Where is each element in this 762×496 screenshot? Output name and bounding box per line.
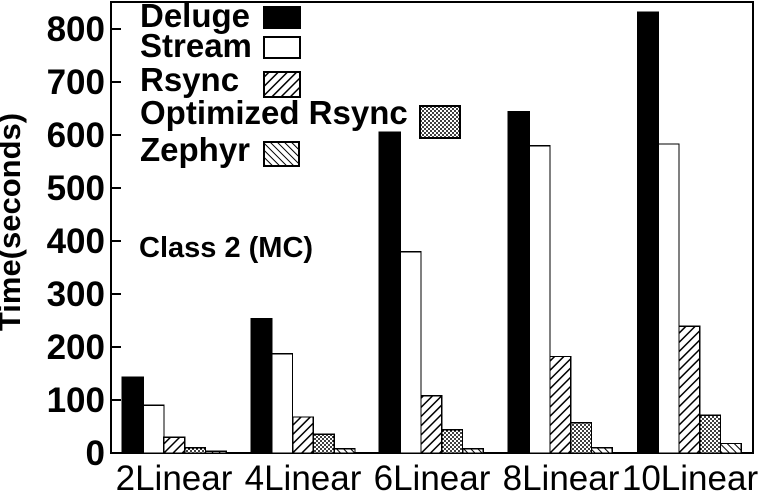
svg-text:2Linear: 2Linear bbox=[116, 459, 233, 496]
svg-text:Class 2 (MC): Class 2 (MC) bbox=[139, 232, 313, 264]
svg-text:8Linear: 8Linear bbox=[503, 459, 620, 496]
svg-text:4Linear: 4Linear bbox=[245, 459, 362, 496]
svg-text:Zephyr: Zephyr bbox=[140, 131, 250, 168]
svg-text:700: 700 bbox=[47, 63, 105, 102]
svg-text:200: 200 bbox=[47, 328, 105, 367]
svg-text:Stream: Stream bbox=[140, 27, 252, 64]
svg-text:400: 400 bbox=[47, 222, 105, 261]
svg-text:10Linear: 10Linear bbox=[622, 459, 759, 496]
svg-text:Time(seconds): Time(seconds) bbox=[0, 113, 27, 331]
svg-text:6Linear: 6Linear bbox=[374, 459, 491, 496]
svg-text:0: 0 bbox=[86, 434, 105, 473]
svg-text:300: 300 bbox=[47, 275, 105, 314]
svg-text:600: 600 bbox=[47, 116, 105, 155]
svg-text:Optimized Rsync: Optimized Rsync bbox=[140, 94, 408, 131]
svg-text:Rsync: Rsync bbox=[140, 61, 239, 98]
svg-text:500: 500 bbox=[47, 169, 105, 208]
svg-text:800: 800 bbox=[47, 10, 105, 49]
svg-text:100: 100 bbox=[47, 381, 105, 420]
